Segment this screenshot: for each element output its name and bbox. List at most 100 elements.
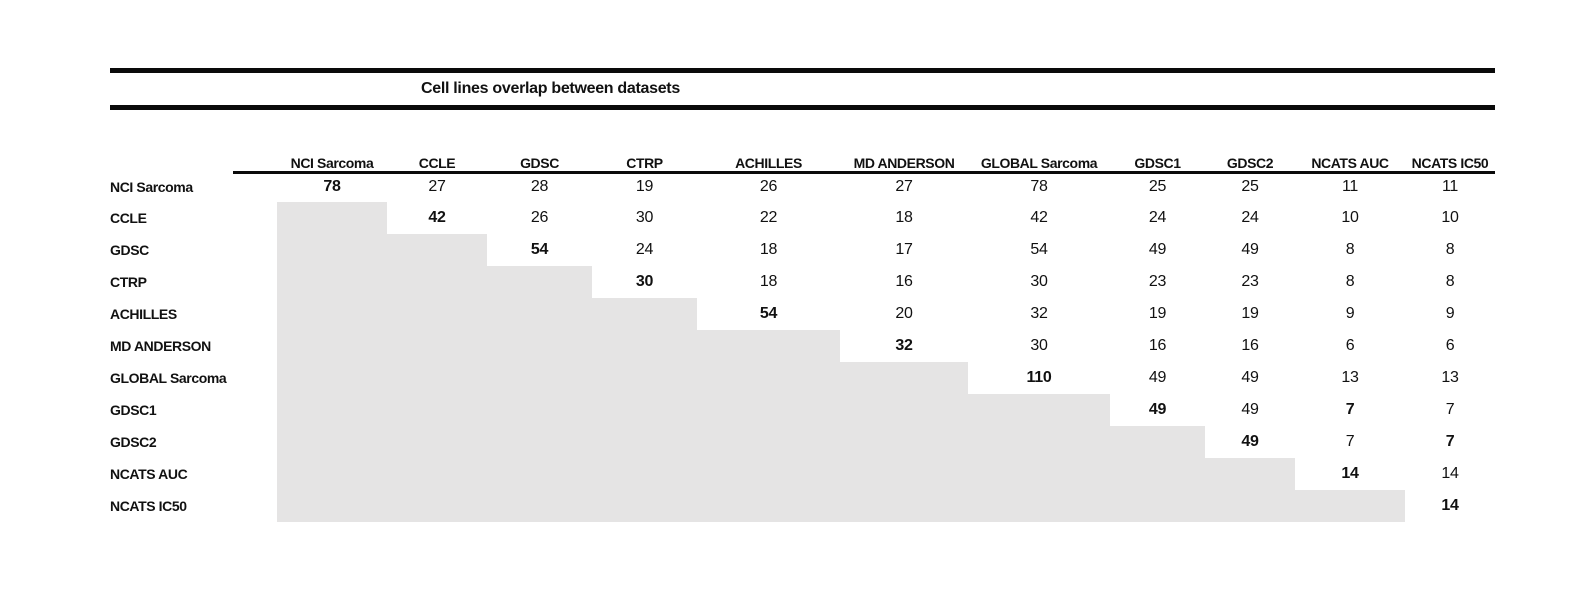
- shaded-cell: [277, 362, 387, 394]
- shaded-cell: [277, 394, 387, 426]
- title-bottom-rule: [110, 105, 1495, 110]
- overlap-cell: 14: [1341, 465, 1359, 482]
- shaded-cell: [1110, 490, 1205, 522]
- overlap-cell: 7: [1445, 401, 1455, 418]
- header-row: NCI Sarcoma CCLE GDSC CTRP ACHILLES MD ANDERS…: [110, 145, 1495, 171]
- row-label: NCI Sarcoma: [110, 178, 193, 195]
- row-label: CTRP: [110, 274, 147, 290]
- table-row: MD ANDERSON 32 30 16 16 6 6: [110, 330, 1495, 362]
- column-header: NCI Sarcoma: [290, 155, 374, 171]
- overlap-cell: 54: [759, 305, 778, 322]
- overlap-cell: 26: [759, 177, 778, 195]
- overlap-cell: 6: [1445, 337, 1455, 354]
- shaded-cell: [697, 330, 840, 362]
- overlap-cell: 7: [1345, 433, 1355, 450]
- spacer: [110, 110, 1495, 145]
- column-header: ACHILLES: [735, 155, 802, 171]
- shaded-cell: [1205, 458, 1295, 490]
- column-header: CCLE: [418, 155, 456, 171]
- overlap-cell: 26: [530, 209, 549, 226]
- column-header: GDSC: [520, 155, 559, 171]
- overlap-cell: 23: [1148, 273, 1167, 290]
- overlap-cell: 11: [1341, 177, 1358, 195]
- row-label: GLOBAL Sarcoma: [110, 370, 227, 386]
- column-header: MD ANDERSON: [853, 155, 955, 171]
- shaded-cell: [277, 330, 387, 362]
- column-header: NCATS AUC: [1311, 155, 1389, 171]
- overlap-cell: 24: [635, 241, 654, 258]
- overlap-cell: 13: [1341, 369, 1359, 386]
- shaded-cell: [840, 458, 968, 490]
- row-label: GDSC: [110, 242, 149, 258]
- title-band: Cell lines overlap between datasets: [110, 73, 1495, 105]
- shaded-cell: [387, 394, 487, 426]
- overlap-cell: 23: [1241, 273, 1259, 290]
- overlap-cell: 18: [895, 209, 913, 226]
- shaded-cell: [840, 490, 968, 522]
- overlap-cell: 49: [1241, 241, 1259, 258]
- shaded-cell: [592, 362, 697, 394]
- overlap-cell: 30: [635, 209, 654, 226]
- shaded-cell: [1110, 426, 1205, 458]
- column-header: NCATS IC50: [1411, 155, 1489, 171]
- overlap-cell: 42: [428, 209, 446, 226]
- overlap-cell: 24: [1148, 209, 1167, 226]
- overlap-cell: 30: [635, 273, 654, 290]
- table-row: GDSC2 49 7 7: [110, 426, 1495, 458]
- overlap-cell: 20: [895, 305, 913, 322]
- shaded-cell: [840, 426, 968, 458]
- table-row: GLOBAL Sarcoma 110 49 49 13 13: [110, 362, 1495, 394]
- overlap-cell: 78: [1030, 177, 1048, 195]
- table-row: CCLE 42 26 30 22 18 42 24 24 10 10: [110, 202, 1495, 234]
- shaded-cell: [487, 266, 592, 298]
- column-header: CTRP: [626, 155, 663, 171]
- shaded-cell: [592, 394, 697, 426]
- overlap-matrix-table: NCI Sarcoma CCLE GDSC CTRP ACHILLES MD ANDERS…: [110, 145, 1495, 522]
- overlap-cell: 10: [1441, 209, 1459, 226]
- shaded-cell: [968, 458, 1110, 490]
- shaded-cell: [387, 234, 487, 266]
- overlap-cell: 8: [1345, 241, 1355, 258]
- shaded-cell: [968, 394, 1110, 426]
- overlap-cell: 27: [895, 177, 913, 195]
- overlap-cell: 49: [1148, 241, 1167, 258]
- shaded-cell: [277, 298, 387, 330]
- table-row: CTRP 30 18 16 30 23 23 8 8: [110, 266, 1495, 298]
- shaded-cell: [592, 298, 697, 330]
- column-header: GLOBAL Sarcoma: [980, 155, 1098, 171]
- shaded-cell: [592, 426, 697, 458]
- shaded-cell: [592, 490, 697, 522]
- overlap-cell: 19: [635, 177, 654, 195]
- overlap-cell: 13: [1441, 369, 1459, 386]
- overlap-cell: 32: [895, 337, 913, 354]
- shaded-cell: [487, 394, 592, 426]
- overlap-cell: 25: [1148, 177, 1167, 195]
- shaded-cell: [387, 490, 487, 522]
- shaded-cell: [387, 298, 487, 330]
- overlap-cell: 17: [895, 241, 913, 258]
- shaded-cell: [277, 490, 387, 522]
- overlap-cell: 49: [1148, 369, 1167, 386]
- overlap-cell: 110: [1026, 369, 1052, 386]
- shaded-cell: [840, 394, 968, 426]
- overlap-cell: 14: [1441, 465, 1459, 482]
- shaded-cell: [387, 266, 487, 298]
- overlap-cell: 22: [759, 209, 778, 226]
- row-label: GDSC2: [110, 434, 157, 450]
- overlap-cell: 42: [1030, 209, 1048, 226]
- corner-cell: [110, 145, 277, 171]
- overlap-cell: 10: [1341, 209, 1359, 226]
- shaded-cell: [1295, 490, 1405, 522]
- overlap-cell: 49: [1241, 433, 1259, 450]
- shaded-cell: [487, 362, 592, 394]
- shaded-cell: [1205, 490, 1295, 522]
- table-row: NCI Sarcoma 78 27 28 19 26 27 78 25 25 11 11: [110, 171, 1495, 202]
- shaded-cell: [592, 330, 697, 362]
- matrix-body: NCI Sarcoma 78 27 28 19 26 27 78 25 25 11 11 CCLE 42 2…: [110, 171, 1495, 522]
- top-rule: [110, 68, 1495, 73]
- row-label: MD ANDERSON: [110, 338, 211, 354]
- overlap-cell: 8: [1445, 241, 1455, 258]
- column-header: GDSC1: [1134, 155, 1181, 171]
- shaded-cell: [277, 426, 387, 458]
- shaded-cell: [387, 330, 487, 362]
